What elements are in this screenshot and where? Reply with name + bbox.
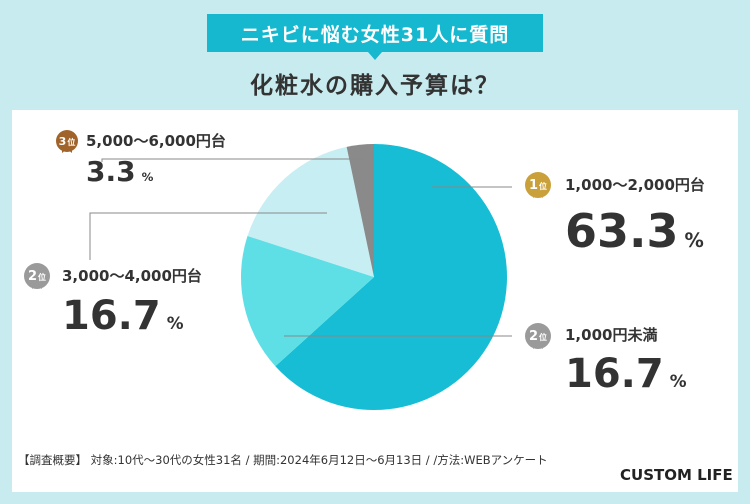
chart-title: 化粧水の購入予算は？ [250,73,500,99]
value-label: 16.7% [565,351,687,397]
category-label: 1,000円未満 [565,326,658,344]
survey-summary: 【調査概要】 対象:10代〜30代の女性31名 / 期間:2024年6月12日〜… [18,453,548,467]
value-label: 63.3% [565,204,704,258]
value-label: 16.7% [62,293,184,339]
banner-pointer [368,52,382,60]
pie-chart [89,144,512,410]
pie-slice-0 [275,144,507,410]
brand-logo: CUSTOM LIFE [620,466,733,484]
pie-slice-1 [241,235,374,367]
pie-slice-3 [346,144,374,277]
category-label: 1,000〜2,000円台 [565,176,705,194]
value-label: 3.3% [86,155,154,188]
leader-line-2 [89,212,327,260]
category-label: 3,000〜4,000円台 [62,267,202,285]
leader-line-3 [101,158,364,162]
pie-slice-2 [247,146,374,277]
category-label: 5,000〜6,000円台 [86,132,226,150]
survey-banner: ニキビに悩む女性31人に質問 [207,14,543,52]
